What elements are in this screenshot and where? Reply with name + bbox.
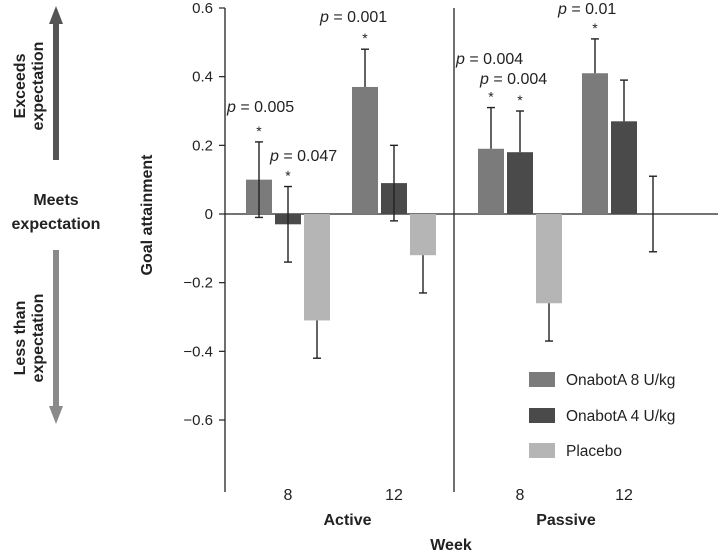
y-tick-label: −0.4 xyxy=(183,343,213,360)
significance-star: * xyxy=(592,20,598,36)
exceeds-arrow-head xyxy=(49,6,63,24)
bar xyxy=(611,121,637,214)
legend-label: Placebo xyxy=(566,443,622,460)
legend-swatch xyxy=(529,372,555,387)
p-value-label: p = 0.01 xyxy=(557,1,616,18)
meets-label-line2: expectation xyxy=(12,216,101,233)
legend-label: OnabotA 4 U/kg xyxy=(566,408,675,425)
exceeds-label-line1: Exceeds xyxy=(12,53,29,118)
y-tick-label: 0.6 xyxy=(192,0,213,17)
less-arrow-head xyxy=(49,406,63,424)
legend-label: OnabotA 8 U/kg xyxy=(566,372,675,389)
y-tick-label: 0.2 xyxy=(192,137,213,154)
week-label: 8 xyxy=(516,487,525,504)
panel-label: Passive xyxy=(536,512,596,529)
p-value-label: p = 0.001 xyxy=(319,9,387,26)
x-axis-title: Week xyxy=(430,537,472,554)
bar xyxy=(582,73,608,214)
significance-star: * xyxy=(362,30,368,46)
significance-star: * xyxy=(517,92,523,108)
y-tick-label: −0.6 xyxy=(183,412,213,429)
y-tick-label: −0.2 xyxy=(183,275,213,292)
significance-star: * xyxy=(256,123,262,139)
expectation-scale: Exceeds expectation Meets expectation Le… xyxy=(12,6,101,424)
panel-label: Active xyxy=(323,512,371,529)
week-label: 12 xyxy=(385,487,403,504)
bar xyxy=(304,214,330,321)
exceeds-label-line2: expectation xyxy=(30,42,47,131)
y-tick-label: 0 xyxy=(205,206,213,223)
bar xyxy=(478,148,504,214)
bar xyxy=(536,214,562,304)
y-axis-title: Goal attainment xyxy=(139,154,156,276)
significance-star: * xyxy=(285,168,291,184)
bar xyxy=(410,214,436,256)
less-label-line2: expectation xyxy=(30,294,47,383)
plot-area: 0.6 0.4 0.2 0 −0.2 −0.4 −0.6 * * 8 * 12 Active * * 8 * 12… xyxy=(183,0,718,529)
bar xyxy=(352,86,378,214)
week-label: 8 xyxy=(284,487,293,504)
y-tick-label: 0.4 xyxy=(192,69,213,86)
week-label: 12 xyxy=(615,487,633,504)
legend-swatch xyxy=(529,443,555,458)
legend-swatch xyxy=(529,408,555,423)
bar xyxy=(507,152,533,214)
p-value-label: p = 0.005 xyxy=(226,99,294,116)
meets-label-line1: Meets xyxy=(33,192,78,209)
less-label-line1: Less than xyxy=(12,301,29,376)
p-value-label: p = 0.004 xyxy=(479,71,547,88)
p-value-label: p = 0.004 xyxy=(455,51,523,68)
p-value-label: p = 0.047 xyxy=(269,148,337,165)
significance-star: * xyxy=(488,89,494,105)
